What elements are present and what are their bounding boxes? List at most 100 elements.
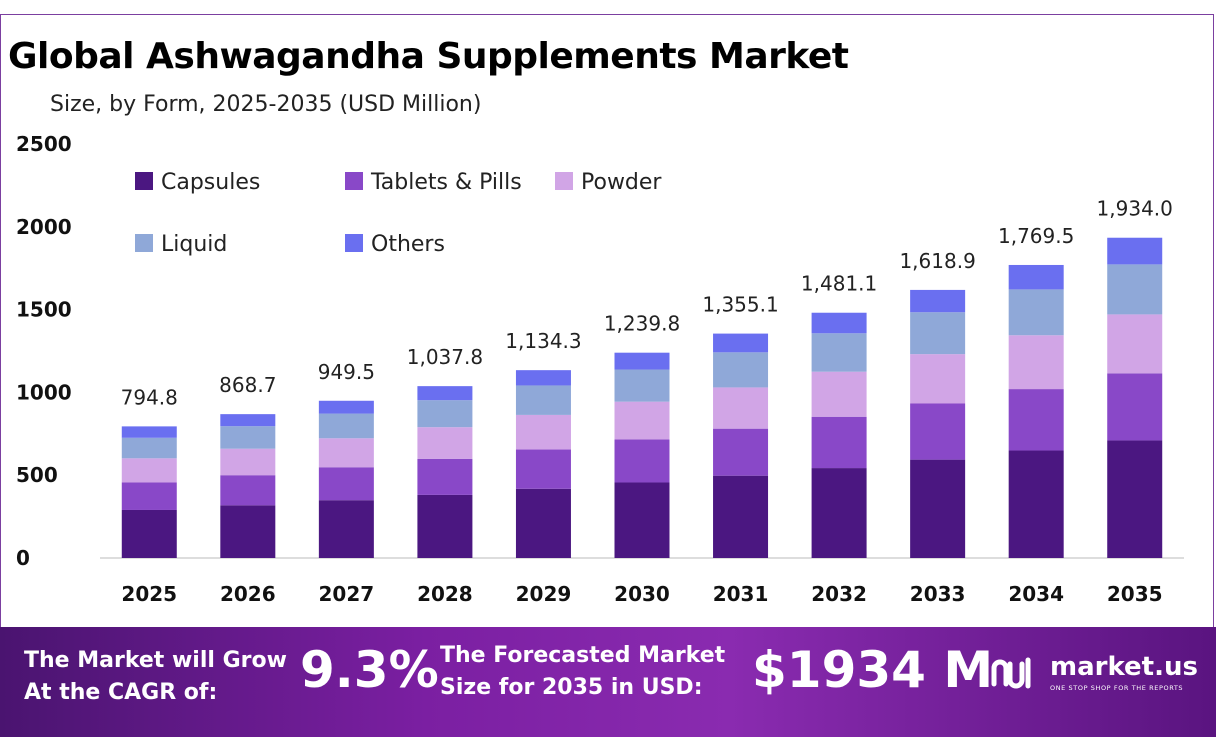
- bar-segment-tablets-pills-2032: [811, 416, 867, 469]
- bar-segment-tablets-pills-2031: [713, 428, 769, 476]
- bar-segment-capsules-2028: [417, 494, 473, 558]
- total-data-label: 1,769.5: [998, 224, 1074, 248]
- market-size-value: $1934 M: [752, 641, 994, 699]
- x-tick-label: 2033: [910, 582, 966, 606]
- bar-segment-liquid-2033: [910, 312, 966, 355]
- bar-segment-tablets-pills-2035: [1107, 373, 1163, 441]
- market-us-logo-icon: [991, 657, 1031, 689]
- legend-label: Capsules: [161, 170, 260, 195]
- footer-banner: [0, 627, 1216, 737]
- chart-subtitle: Size, by Form, 2025-2035 (USD Million): [50, 92, 482, 117]
- bar-segment-capsules-2025: [121, 509, 177, 558]
- legend-swatch: [345, 234, 363, 252]
- cagr-label-line2: At the CAGR of:: [24, 680, 218, 705]
- y-tick-label: 2000: [16, 215, 72, 239]
- bar-segment-tablets-pills-2029: [515, 449, 571, 489]
- bar-segment-others-2025: [121, 426, 177, 438]
- bar-segment-others-2034: [1008, 264, 1064, 290]
- legend-label: Powder: [581, 170, 662, 195]
- bar-segment-powder-2035: [1107, 314, 1163, 374]
- total-data-label: 1,355.1: [702, 293, 778, 317]
- brand-name: market.us: [1050, 652, 1198, 682]
- bar-segment-tablets-pills-2033: [910, 403, 966, 460]
- bar-segment-liquid-2028: [417, 400, 473, 428]
- bar-segment-tablets-pills-2025: [121, 482, 177, 510]
- total-data-label: 794.8: [121, 385, 178, 409]
- x-tick-label: 2029: [516, 582, 572, 606]
- bar-segment-others-2035: [1107, 237, 1163, 265]
- total-data-label: 1,618.9: [899, 249, 975, 273]
- bar-segment-liquid-2034: [1008, 289, 1064, 336]
- total-data-label: 1,481.1: [801, 272, 877, 296]
- total-data-label: 949.5: [318, 360, 375, 384]
- y-tick-label: 2500: [16, 132, 72, 156]
- bar-segment-liquid-2027: [318, 413, 374, 439]
- bar-segment-capsules-2026: [220, 505, 276, 558]
- bar-segment-powder-2025: [121, 458, 177, 483]
- bar-segment-others-2033: [910, 289, 966, 313]
- bar-segment-powder-2031: [713, 387, 769, 429]
- x-tick-label: 2035: [1107, 582, 1163, 606]
- total-data-label: 1,239.8: [604, 312, 680, 336]
- legend-label: Others: [371, 232, 445, 257]
- legend-swatch: [135, 234, 153, 252]
- bar-segment-liquid-2035: [1107, 264, 1163, 315]
- bar-segment-others-2026: [220, 414, 276, 427]
- bar-segment-tablets-pills-2028: [417, 458, 473, 495]
- bar-segment-tablets-pills-2030: [614, 439, 670, 483]
- legend-label: Liquid: [161, 232, 227, 257]
- x-tick-label: 2025: [121, 582, 177, 606]
- bar-segment-powder-2028: [417, 427, 473, 459]
- cagr-value: 9.3%: [300, 641, 439, 699]
- bar-segment-liquid-2026: [220, 426, 276, 449]
- bar-segment-others-2032: [811, 312, 867, 334]
- legend-swatch: [555, 172, 573, 190]
- x-tick-label: 2026: [220, 582, 276, 606]
- bar-segment-capsules-2029: [515, 488, 571, 558]
- bar-segment-others-2029: [515, 370, 571, 386]
- stacked-bar-chart: 0 500 1000 1500 2000 2500 794.8 2025 868.7 2026 94…: [16, 132, 1184, 606]
- x-tick-label: 2032: [811, 582, 867, 606]
- total-data-label: 868.7: [219, 373, 276, 397]
- y-tick-label: 1000: [16, 380, 72, 404]
- bar-segment-powder-2034: [1008, 335, 1064, 390]
- bar-segment-powder-2029: [515, 414, 571, 450]
- market-size-label-line2: Size for 2035 in USD:: [440, 675, 703, 700]
- bar-segment-capsules-2032: [811, 468, 867, 558]
- total-data-label: 1,037.8: [407, 345, 483, 369]
- bar-segment-powder-2033: [910, 354, 966, 404]
- bar-segment-liquid-2031: [713, 352, 769, 388]
- bar-segment-powder-2030: [614, 401, 670, 440]
- x-tick-label: 2027: [319, 582, 375, 606]
- x-tick-label: 2034: [1008, 582, 1064, 606]
- bar-segment-powder-2027: [318, 438, 374, 468]
- legend-swatch: [135, 172, 153, 190]
- bar-segment-liquid-2025: [121, 437, 177, 459]
- bar-segment-others-2031: [713, 333, 769, 353]
- bar-segment-capsules-2027: [318, 500, 374, 558]
- chart-title: Global Ashwagandha Supplements Market: [8, 36, 849, 77]
- bar-segment-powder-2026: [220, 448, 276, 476]
- bar-segment-others-2027: [318, 400, 374, 414]
- bar-segment-capsules-2031: [713, 475, 769, 558]
- legend-swatch: [345, 172, 363, 190]
- total-data-label: 1,134.3: [505, 329, 581, 353]
- cagr-label: The Market will Grow At the CAGR of:: [24, 645, 287, 709]
- bar-segment-tablets-pills-2027: [318, 467, 374, 501]
- y-tick-label: 1500: [16, 298, 72, 322]
- x-tick-label: 2031: [713, 582, 769, 606]
- bar-segment-liquid-2030: [614, 369, 670, 402]
- bar-segment-capsules-2033: [910, 459, 966, 558]
- bar-segment-tablets-pills-2026: [220, 475, 276, 506]
- brand-logo-block: market.us ONE STOP SHOP FOR THE REPORTS: [990, 650, 1210, 700]
- bar-segment-capsules-2034: [1008, 450, 1064, 558]
- market-size-label: The Forecasted Market Size for 2035 in U…: [440, 640, 725, 704]
- bar-segment-tablets-pills-2034: [1008, 389, 1064, 451]
- brand-tagline: ONE STOP SHOP FOR THE REPORTS: [1050, 684, 1184, 692]
- y-tick-label: 0: [16, 546, 30, 570]
- bar-segment-others-2028: [417, 386, 473, 401]
- bar-segment-powder-2032: [811, 371, 867, 417]
- total-data-label: 1,934.0: [1097, 197, 1173, 221]
- x-tick-label: 2028: [417, 582, 473, 606]
- market-size-label-line1: The Forecasted Market: [440, 643, 726, 668]
